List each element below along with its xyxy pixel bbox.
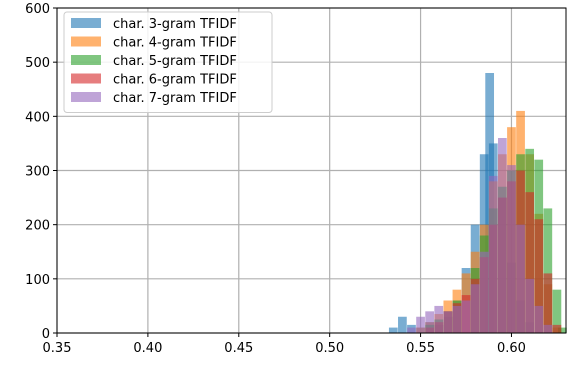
legend-swatch xyxy=(71,36,101,47)
x-tick-label: 0.55 xyxy=(406,341,435,356)
legend-swatch xyxy=(71,73,101,84)
histogram-bar xyxy=(534,219,544,333)
histogram-bar xyxy=(558,327,567,333)
histogram-bar xyxy=(443,311,453,333)
legend-swatch xyxy=(71,18,101,28)
histogram-bar xyxy=(525,278,535,333)
histogram-bar xyxy=(543,273,553,333)
histogram-bar xyxy=(407,327,416,333)
legend-swatch xyxy=(71,55,101,65)
y-tick-label: 200 xyxy=(25,219,50,234)
histogram-bar xyxy=(416,316,425,333)
legend-label: char. 3-gram TFIDF xyxy=(113,17,237,32)
histogram-bar xyxy=(452,305,462,333)
legend-label: char. 7-gram TFIDF xyxy=(113,91,237,106)
histogram-bar xyxy=(543,208,553,333)
histogram-bar xyxy=(516,224,525,333)
x-tick-label: 0.45 xyxy=(224,341,253,356)
axis-ticks: 0.35 0.40 0.45 0.50 0.55 0.60 0 100 200 300 400 500… xyxy=(25,2,526,356)
legend-box xyxy=(63,11,273,113)
histogram-bar xyxy=(479,251,489,333)
histogram-bar xyxy=(543,324,553,333)
x-tick-label: 0.60 xyxy=(497,341,526,356)
histogram-bar xyxy=(498,138,507,333)
y-tick-label: 100 xyxy=(25,273,50,288)
histogram-bar xyxy=(425,311,435,333)
legend-label: char. 5-gram TFIDF xyxy=(113,54,237,69)
x-tick-label: 0.35 xyxy=(43,341,72,356)
histogram-bar xyxy=(398,316,407,333)
legend-label: char. 4-gram TFIDF xyxy=(113,36,237,51)
histogram-bar xyxy=(461,300,471,333)
legend-swatch xyxy=(71,92,101,102)
histogram-bars xyxy=(388,73,567,334)
y-tick-label: 600 xyxy=(25,2,50,17)
y-tick-label: 400 xyxy=(25,110,50,125)
histogram-bar xyxy=(488,175,498,333)
histogram-bar xyxy=(525,192,535,333)
series-5-bars xyxy=(407,138,553,333)
histogram-bar xyxy=(434,305,444,333)
histogram-bar xyxy=(470,284,480,333)
histogram-bar xyxy=(534,305,544,333)
legend-label: char. 6-gram TFIDF xyxy=(113,73,237,88)
histogram-bar xyxy=(507,165,516,333)
legend: char. 3-gram TFIDF char. 4-gram TFIDF char… xyxy=(63,11,273,113)
y-tick-label: 300 xyxy=(25,165,50,180)
histogram-bar xyxy=(552,289,562,333)
y-tick-label: 500 xyxy=(25,56,50,71)
x-tick-label: 0.50 xyxy=(315,341,344,356)
histogram-bar xyxy=(552,324,562,333)
x-tick-label: 0.40 xyxy=(133,341,162,356)
y-tick-label: 0 xyxy=(42,327,50,342)
histogram-bar xyxy=(388,327,398,333)
